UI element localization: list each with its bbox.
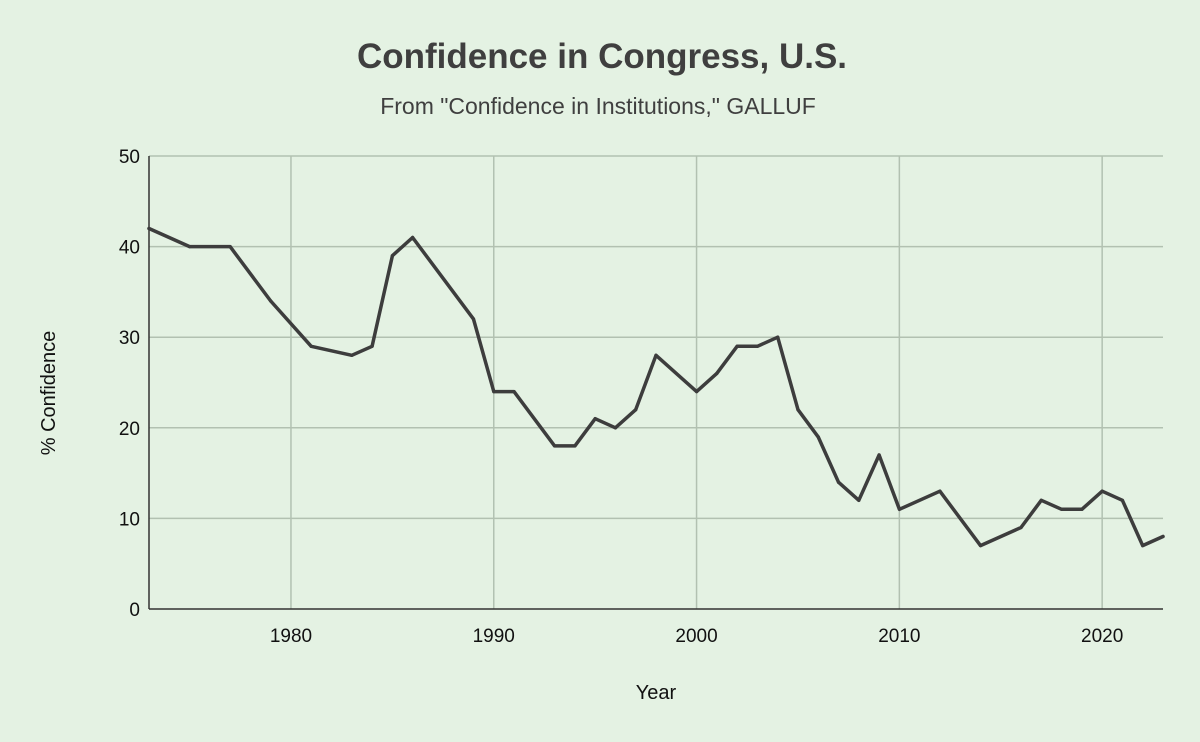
data-point-1989 (471, 317, 476, 321)
x-tick-label: 1990 (473, 626, 515, 647)
data-point-2019 (1080, 507, 1084, 511)
x-tick-label: 2020 (1081, 626, 1123, 647)
data-point-1984 (370, 344, 374, 348)
data-point-2010 (897, 507, 902, 511)
data-point-2005 (796, 408, 800, 412)
data-point-2003 (755, 344, 760, 348)
y-axis-title: % Confidence (38, 331, 60, 456)
data-point-2007 (836, 480, 841, 484)
data-point-2014 (978, 544, 983, 548)
gridlines (149, 155, 1163, 609)
x-axis-title: Year (636, 682, 677, 704)
data-point-1991 (512, 390, 516, 394)
data-point-2023 (1161, 534, 1165, 539)
y-tick-label: 30 (119, 328, 140, 349)
data-point-2008 (857, 498, 861, 502)
data-point-2017 (1039, 498, 1043, 502)
data-point-1998 (654, 353, 658, 357)
data-point-1994 (573, 444, 577, 448)
data-point-1985 (390, 254, 394, 258)
data-point-2021 (1120, 498, 1124, 502)
data-point-1990 (492, 390, 496, 394)
data-point-2000 (695, 390, 699, 394)
tick-labels: 0 10 20 30 40 50 1980 1990 2000 2010 2020 (119, 147, 1123, 647)
data-point-2012 (938, 489, 942, 493)
x-tick-label: 2000 (675, 626, 717, 647)
y-tick-label: 0 (129, 600, 140, 621)
data-point-1977 (228, 245, 232, 249)
y-tick-label: 50 (119, 147, 140, 168)
data-point-2006 (816, 435, 820, 439)
data-point-1979 (269, 299, 273, 303)
data-point-1997 (634, 408, 638, 412)
data-point-1983 (350, 353, 354, 357)
y-tick-label: 10 (119, 509, 140, 530)
data-point-2022 (1141, 544, 1145, 548)
data-point-1986 (411, 235, 415, 240)
data-point-2001 (715, 371, 719, 375)
y-tick-label: 20 (119, 419, 140, 440)
data-point-2002 (735, 344, 739, 348)
data-point-1981 (309, 344, 313, 348)
series-layer (147, 226, 1165, 548)
chart-title: Confidence in Congress, U.S. (357, 37, 847, 76)
data-point-1975 (188, 245, 192, 249)
data-point-1993 (553, 444, 557, 448)
data-point-2020 (1100, 489, 1104, 493)
data-point-2004 (776, 335, 780, 339)
x-tick-label: 2010 (878, 626, 920, 647)
data-point-1995 (593, 417, 597, 421)
data-point-2009 (877, 453, 881, 457)
axes (148, 156, 1163, 610)
x-tick-label: 1980 (270, 626, 312, 647)
data-point-1996 (613, 426, 618, 430)
data-point-2018 (1060, 507, 1064, 511)
y-tick-label: 40 (119, 238, 140, 259)
data-point-1973 (147, 226, 151, 231)
chart-subtitle: From "Confidence in Institutions," GALLU… (380, 93, 816, 119)
data-point-2016 (1019, 525, 1023, 530)
